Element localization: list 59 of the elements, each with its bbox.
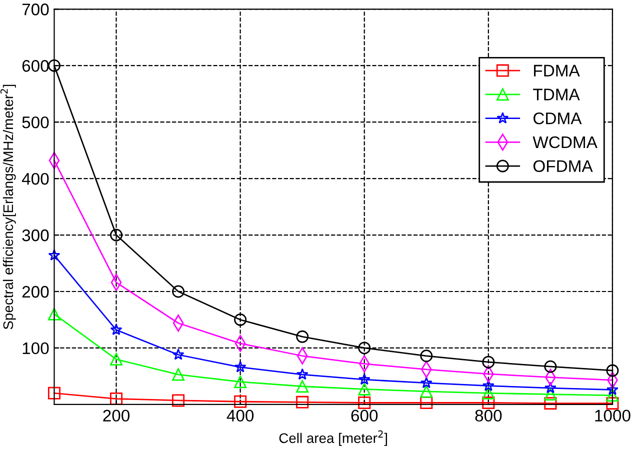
point	[482, 396, 495, 409]
point	[172, 394, 185, 407]
point	[172, 348, 184, 360]
point	[420, 396, 433, 409]
point	[110, 228, 123, 242]
legend-label: TDMA	[533, 88, 580, 100]
point	[606, 384, 618, 395]
y-tick-label: 200	[22, 286, 49, 298]
legend-label: OFDMA	[533, 160, 593, 172]
point	[482, 380, 494, 391]
point	[48, 59, 60, 72]
point	[606, 397, 619, 410]
point	[358, 396, 371, 409]
point	[296, 368, 308, 380]
point	[358, 373, 370, 385]
x-tick-label: 200	[103, 410, 130, 422]
point	[234, 360, 246, 372]
point	[234, 376, 247, 388]
point	[296, 330, 309, 343]
point	[544, 388, 557, 401]
point	[48, 386, 60, 400]
x-tick-label: 400	[226, 410, 254, 422]
point	[606, 364, 619, 377]
point	[420, 385, 433, 398]
y-tick-label: 500	[22, 116, 49, 128]
x-tick-label: 600	[351, 410, 378, 422]
point	[482, 356, 495, 368]
point	[110, 392, 123, 406]
y-tick-label: 600	[22, 60, 49, 72]
point	[110, 353, 123, 366]
x-axis-title: Cell area [meter$^{2}$]	[279, 430, 387, 446]
point	[48, 308, 60, 320]
point	[420, 376, 432, 388]
point	[544, 397, 557, 410]
point	[358, 382, 371, 396]
point	[420, 350, 433, 362]
y-tick-label: 700	[22, 4, 49, 16]
legend-label: WCDMA	[532, 136, 598, 148]
point	[48, 249, 60, 261]
x-tick-label: 1000	[595, 410, 630, 422]
point	[296, 380, 309, 393]
point	[172, 285, 185, 298]
y-tick-label: 300	[22, 229, 49, 242]
y-tick-label: 100	[22, 342, 49, 354]
point	[606, 389, 619, 402]
point	[544, 382, 556, 394]
point	[172, 368, 185, 381]
x-tick-label: 800	[475, 410, 502, 422]
point	[234, 313, 247, 326]
point	[234, 395, 247, 408]
y-tick-label: 400	[22, 172, 49, 185]
point	[110, 324, 122, 336]
point	[358, 342, 371, 354]
point	[296, 396, 309, 408]
legend-label: FDMA	[534, 64, 580, 76]
legend-label: CDMA	[534, 112, 582, 124]
point	[482, 386, 495, 400]
y-axis-title: Spectral efficiency[Erlangs/MHz/meter$^{2}$]	[0, 84, 16, 330]
point	[544, 360, 557, 373]
